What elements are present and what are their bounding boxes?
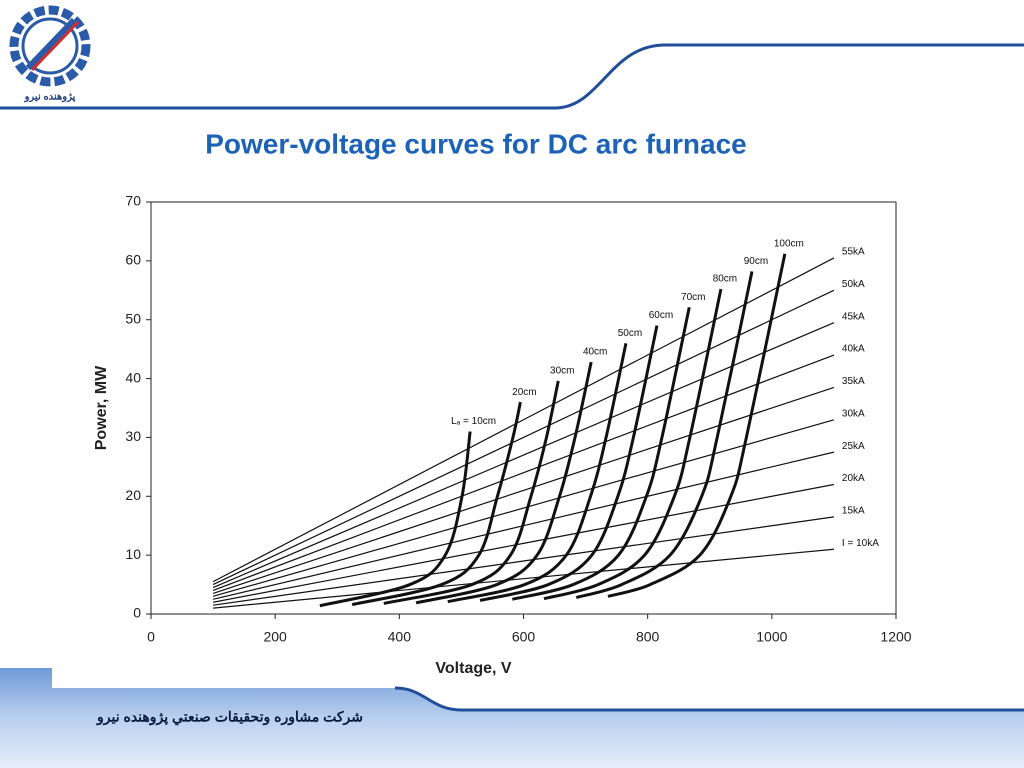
series-label: 45kA [842, 311, 865, 322]
series-label: 80cm [713, 274, 737, 285]
current-line [212, 322, 835, 589]
series-label: 55kA [842, 247, 865, 258]
current-line [212, 354, 835, 592]
x-tick-label: 400 [388, 629, 412, 645]
x-tick-label: 600 [512, 629, 536, 645]
arc-length-curve [447, 342, 628, 604]
y-tick-label: 10 [125, 546, 141, 562]
current-line [212, 257, 835, 583]
y-tick-label: 20 [125, 487, 141, 503]
series-label: 40kA [842, 344, 865, 355]
arc-length-curve [351, 401, 522, 607]
y-tick-label: 30 [125, 428, 141, 444]
arc-length-curve [415, 361, 593, 605]
series-label: 50kA [842, 279, 865, 290]
series-label: 20kA [842, 473, 865, 484]
x-axis-label: Voltage, V [435, 660, 511, 677]
x-tick-label: 200 [263, 629, 287, 645]
series-label: 100cm [774, 238, 804, 249]
series-label: Lₐ = 10cm [451, 416, 496, 427]
current-line [213, 548, 834, 609]
arc-length-curve [607, 253, 787, 598]
series-label: I = 10kA [842, 538, 879, 549]
series-label: 30cm [550, 366, 574, 377]
series-label: 20cm [512, 387, 536, 398]
current-line [212, 483, 835, 603]
arc-length-curve [543, 288, 723, 601]
series-label: 15kA [842, 506, 865, 517]
series-label: 35kA [842, 376, 865, 387]
series-label: 30kA [842, 408, 865, 419]
chart-title: Power-voltage curves for DC arc furnace [205, 128, 747, 159]
header-line [0, 43, 1024, 110]
footer-company: شرکت مشاوره وتحقیقات صنعتي پژوهنده نيرو [96, 709, 363, 726]
current-line [212, 386, 835, 594]
y-tick-label: 40 [125, 369, 141, 385]
x-tick-label: 1200 [880, 629, 911, 645]
y-tick-label: 60 [125, 252, 141, 268]
x-tick-label: 800 [636, 629, 660, 645]
current-line [212, 419, 835, 597]
y-tick-label: 70 [125, 193, 141, 209]
series-label: 25kA [842, 441, 865, 452]
current-line [212, 516, 835, 606]
footer-cutout [52, 668, 1024, 710]
y-axis-label: Power, MW [93, 365, 110, 450]
logo-text: پژوهنده نیرو [24, 92, 76, 103]
arc-length-curve [319, 431, 472, 608]
series-label: 90cm [744, 256, 768, 267]
arc-length-curve [575, 271, 754, 599]
series-label: 40cm [583, 347, 607, 358]
arc-length-curve [511, 307, 691, 601]
arc-length-curve [383, 380, 560, 605]
arc-length-curve [479, 325, 659, 602]
y-tick-label: 0 [133, 605, 141, 621]
x-tick-label: 0 [147, 629, 155, 645]
logo: پژوهنده نیرو [9, 5, 91, 103]
y-tick-label: 50 [125, 310, 141, 326]
footer-line [394, 686, 1024, 712]
series-label: 60cm [649, 310, 673, 321]
series-label: 50cm [618, 328, 642, 339]
x-tick-label: 1000 [756, 629, 787, 645]
series-label: 70cm [681, 292, 705, 303]
current-line [212, 289, 835, 586]
